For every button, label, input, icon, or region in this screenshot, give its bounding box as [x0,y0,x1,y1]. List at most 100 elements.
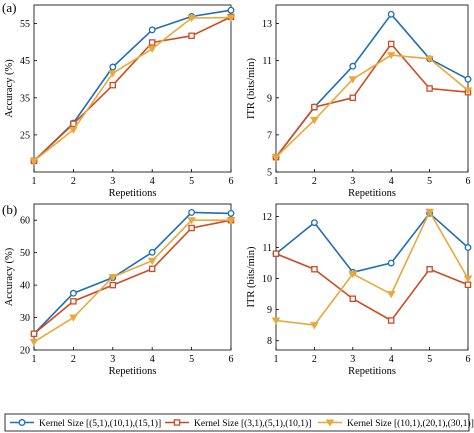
x-axis-label: Repetitions [109,366,157,377]
x-tick-label: 3 [110,176,115,187]
data-point [311,103,318,111]
x-tick-label: 4 [389,176,394,187]
legend-label: Kernel Size [(3,1),(5,1),(10,1)] [194,418,311,429]
y-axis-label: Accuracy (%) [4,247,15,306]
y-axis-label: Accuracy (%) [4,59,15,118]
y-tick-label: 50 [20,248,30,259]
data-point [349,94,357,102]
y-tick-label: 25 [20,130,30,141]
x-tick-label: 5 [189,176,194,187]
data-point [311,265,318,273]
data-point [69,314,78,322]
series-1 [272,10,472,161]
y-axis-label: ITR (bits/min) [246,246,257,307]
data-point [348,76,358,84]
data-point [148,265,156,273]
data-point [227,6,235,14]
x-tick-label: 3 [350,354,355,365]
data-point [30,330,38,338]
series-2 [30,216,235,338]
y-tick-label: 40 [20,281,30,292]
data-point [387,259,395,267]
data-point [148,26,156,34]
y-axis-label: ITR (bits/min) [246,58,257,119]
data-point [310,322,319,330]
x-tick-label: 6 [229,354,234,365]
data-point [227,209,235,217]
data-point [69,126,78,134]
legend-entry-1: Kernel Size [(5,1),(10,1),(15,1)] [10,418,161,429]
y-tick-label: 10 [262,274,272,285]
y-tick-label: 35 [20,93,30,104]
panel-label-b: (b) [2,202,17,217]
data-point [188,32,195,40]
series-2 [272,40,472,161]
data-point [226,14,236,22]
data-point [29,338,39,347]
data-point [271,154,281,162]
series-2 [30,13,235,165]
series-line [275,212,469,274]
y-tick-label: 30 [20,313,30,324]
data-point [386,52,396,60]
x-tick-label: 5 [189,354,194,365]
x-axis-label: Repetitions [348,188,396,199]
series-3 [29,14,236,166]
data-point [387,317,395,324]
data-point [426,265,433,273]
y-tick-label: 45 [20,56,30,67]
data-point [271,317,281,325]
series-line [275,54,469,158]
x-tick-label: 3 [350,176,355,187]
legend-entry-3: Kernel Size [(10,1),(20,1),(30,1)] [318,418,474,429]
plot-frame [33,4,232,173]
y-tick-label: 5 [267,168,272,179]
series-line [275,252,469,322]
data-point [272,250,280,257]
series-2 [272,250,472,324]
series-line [33,219,231,343]
data-point [109,81,117,89]
data-point [349,295,357,302]
series-line [275,43,469,158]
data-point [148,248,156,256]
legend-marker [173,419,181,426]
data-point [188,224,195,232]
data-point [387,40,395,48]
plot-frame [33,203,232,351]
series-line [33,211,232,335]
data-point [108,70,118,78]
data-point [463,275,473,283]
y-tick-label: 8 [267,336,272,347]
series-line [33,16,232,162]
x-tick-label: 6 [466,176,471,187]
data-point [69,289,77,297]
legend-label: Kernel Size [(10,1),(20,1),(30,1)] [347,418,474,429]
data-point [387,10,395,18]
legend-entry-2: Kernel Size [(3,1),(5,1),(10,1)] [165,418,311,429]
y-tick-label: 20 [20,346,30,357]
data-point [426,85,433,92]
data-point [70,120,77,128]
y-tick-label: 9 [267,305,272,316]
y-tick-label: 60 [20,216,30,227]
y-tick-label: 11 [262,56,272,67]
x-tick-label: 1 [274,354,279,365]
data-point [226,217,236,225]
y-tick-label: 55 [20,19,30,30]
x-axis-label: Repetitions [348,366,396,377]
plot-frame [275,203,469,351]
x-tick-label: 6 [466,354,471,365]
y-tick-label: 9 [267,93,272,104]
x-tick-label: 5 [427,354,432,365]
legend-marker [18,419,26,426]
data-point [70,298,77,305]
x-axis-label: Repetitions [109,188,157,199]
data-point [310,219,318,227]
series-3 [29,217,236,347]
series-line [275,211,469,326]
x-tick-label: 1 [32,176,37,187]
data-point [349,62,357,70]
series-line [275,13,469,158]
data-point [147,257,157,265]
